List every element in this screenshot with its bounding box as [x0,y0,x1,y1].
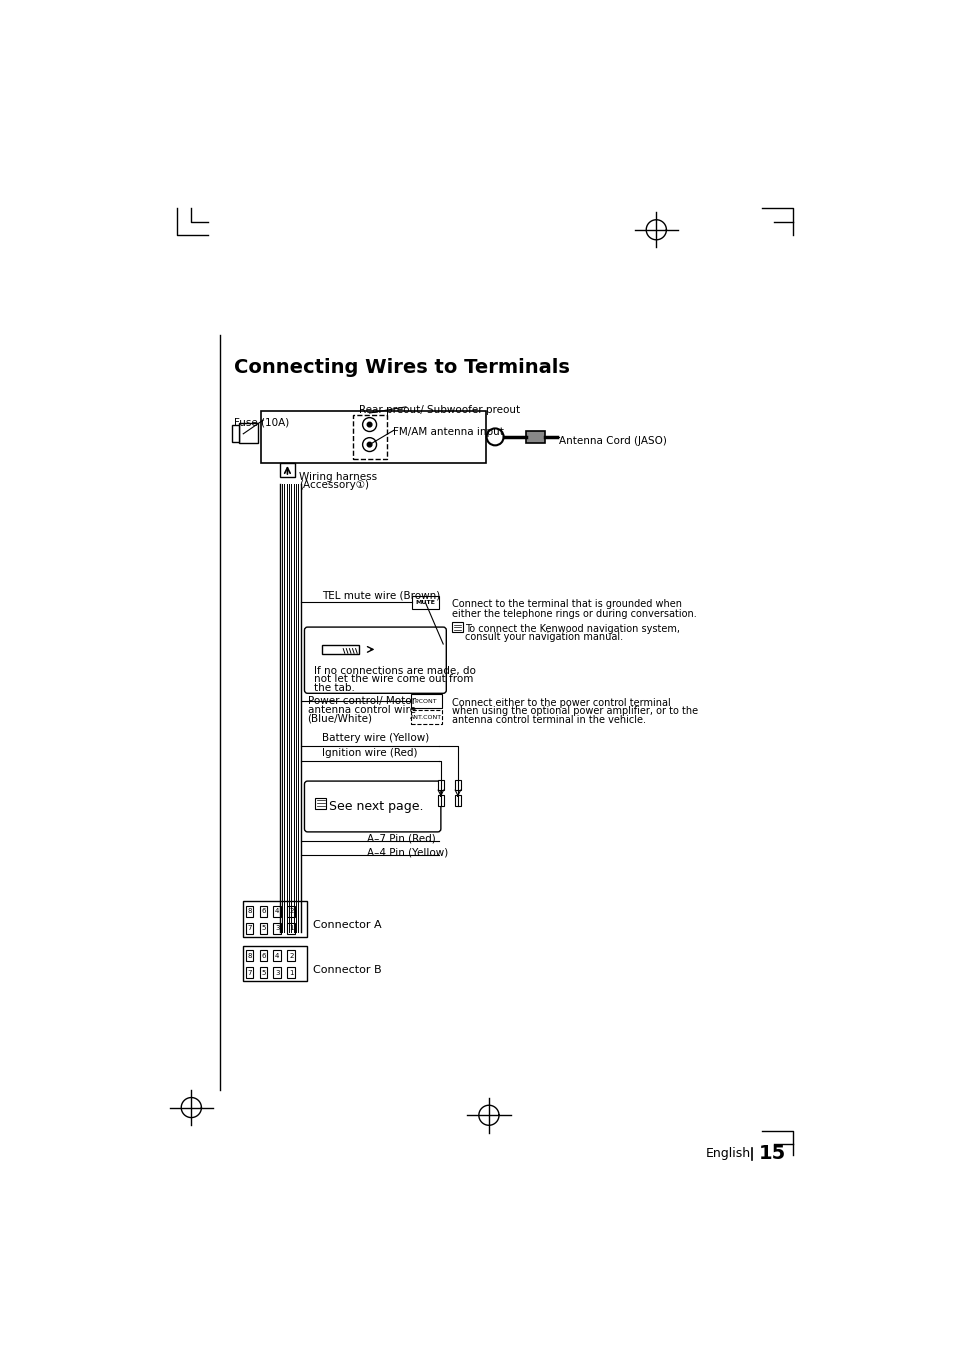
Text: consult your navigation manual.: consult your navigation manual. [464,632,622,643]
Text: TEL mute wire (Brown): TEL mute wire (Brown) [322,590,440,601]
Bar [279,463,294,477]
Bar [455,779,460,790]
Text: 3: 3 [274,969,279,976]
Text: To connect the Kenwood navigation system,: To connect the Kenwood navigation system… [464,624,679,634]
Text: 3: 3 [274,925,279,932]
Bar [233,424,239,441]
Text: 2: 2 [289,909,294,914]
Text: Connecting Wires to Terminals: Connecting Wires to Terminals [233,358,569,378]
Bar [452,622,462,632]
Text: 2: 2 [289,953,294,958]
Bar [455,795,460,806]
Text: either the telephone rings or during conversation.: either the telephone rings or during con… [452,609,697,618]
Bar [410,694,441,707]
Text: (Accessory①): (Accessory①) [298,481,369,490]
Bar [437,795,443,806]
Text: FM/AM antenna input: FM/AM antenna input [393,427,503,437]
Text: English: English [705,1148,750,1160]
Bar [287,950,294,961]
Bar [245,906,253,917]
Bar [525,431,544,443]
Text: Connect either to the power control terminal: Connect either to the power control term… [452,698,671,707]
Text: not let the wire come out from: not let the wire come out from [314,674,473,684]
Bar [245,923,253,934]
Bar [315,798,326,809]
Bar [287,968,294,979]
Text: 6: 6 [261,953,265,958]
Bar [274,968,281,979]
Text: Ignition wire (Red): Ignition wire (Red) [322,748,417,757]
Circle shape [367,423,372,427]
Text: Battery wire (Yellow): Battery wire (Yellow) [322,733,429,743]
Text: 1: 1 [289,969,294,976]
Text: 8: 8 [247,909,252,914]
Text: A–7 Pin (Red): A–7 Pin (Red) [367,833,436,844]
Text: 7: 7 [247,969,252,976]
Text: 4: 4 [274,909,279,914]
FancyBboxPatch shape [304,628,446,694]
Bar [261,410,485,463]
Text: 15: 15 [758,1145,785,1164]
Text: Connect to the terminal that is grounded when: Connect to the terminal that is grounded… [452,599,681,609]
Text: Power control/ Motor: Power control/ Motor [307,697,416,706]
Bar [353,414,386,459]
Bar [245,950,253,961]
Text: 7: 7 [247,925,252,932]
Bar [259,968,267,979]
Text: MUTE: MUTE [415,599,435,605]
Text: 8: 8 [247,953,252,958]
Text: Rear preout/ Subwoofer preout: Rear preout/ Subwoofer preout [359,405,520,414]
Bar [239,423,257,443]
Text: the tab.: the tab. [314,683,355,693]
Text: 1: 1 [289,925,294,932]
Bar [274,906,281,917]
Bar [243,902,307,937]
FancyBboxPatch shape [304,782,440,832]
Bar [259,950,267,961]
Text: antenna control terminal in the vehicle.: antenna control terminal in the vehicle. [452,716,646,725]
Text: Antenna Cord (JASO): Antenna Cord (JASO) [558,436,667,446]
Bar [437,779,443,790]
Text: If no connections are made, do: If no connections are made, do [314,666,476,675]
Circle shape [367,443,372,447]
Bar [321,645,358,653]
Text: P.CONT: P.CONT [415,698,437,703]
Text: A–4 Pin (Yellow): A–4 Pin (Yellow) [367,848,448,857]
Bar [245,968,253,979]
Bar [259,906,267,917]
Text: 4: 4 [274,953,279,958]
Text: 5: 5 [261,969,265,976]
Text: ANT.CONT: ANT.CONT [410,714,442,720]
Bar [412,595,438,609]
Text: Fuse (10A): Fuse (10A) [233,417,289,428]
Bar [287,923,294,934]
Text: Wiring harness: Wiring harness [298,471,376,482]
Bar [274,923,281,934]
Bar [410,710,441,724]
Bar [243,946,307,981]
Text: 6: 6 [261,909,265,914]
Text: (Blue/White): (Blue/White) [307,713,373,724]
Text: antenna control wire: antenna control wire [307,705,416,716]
Text: See next page.: See next page. [329,801,423,813]
Text: Connector A: Connector A [313,921,381,930]
Bar [274,950,281,961]
Bar [259,923,267,934]
Bar [287,906,294,917]
Text: 5: 5 [261,925,265,932]
Text: when using the optional power amplifier, or to the: when using the optional power amplifier,… [452,706,698,717]
Text: Connector B: Connector B [313,965,381,975]
